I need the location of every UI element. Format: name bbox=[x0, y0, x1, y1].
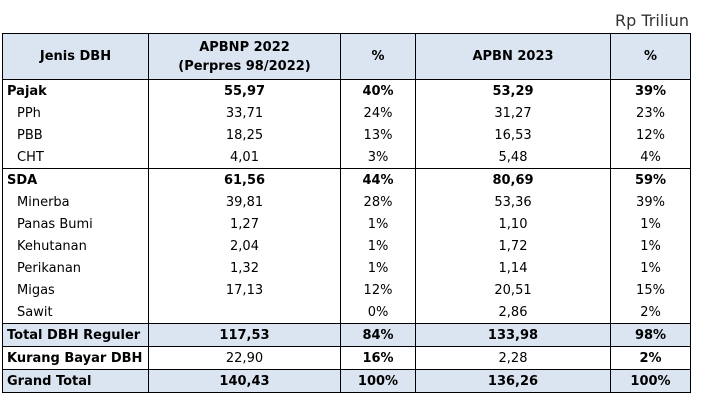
value-cell: 1,10 bbox=[415, 213, 611, 235]
row-label: Pajak bbox=[2, 79, 149, 102]
value-cell: 1% bbox=[340, 235, 416, 257]
table-row: Kehutanan 2,04 1% 1,72 1% bbox=[2, 235, 691, 257]
table-row: Grand Total 140,43 100% 136,26 100% bbox=[2, 369, 691, 393]
value-cell: 1% bbox=[340, 213, 416, 235]
value-cell: 23% bbox=[610, 102, 691, 124]
value-cell: 100% bbox=[340, 369, 416, 393]
value-cell: 16% bbox=[340, 346, 416, 370]
table-row: Kurang Bayar DBH 22,90 16% 2,28 2% bbox=[2, 346, 691, 370]
value-cell: 31,27 bbox=[415, 102, 611, 124]
value-cell: 1% bbox=[610, 257, 691, 279]
table-row: Migas 17,13 12% 20,51 15% bbox=[2, 279, 691, 301]
table-row: Total DBH Reguler 117,53 84% 133,98 98% bbox=[2, 323, 691, 347]
value-cell: 2,04 bbox=[148, 235, 341, 257]
row-label: PPh bbox=[2, 102, 149, 124]
value-cell: 2,28 bbox=[415, 346, 611, 370]
row-label: Migas bbox=[2, 279, 149, 301]
unit-note: Rp Triliun bbox=[615, 11, 689, 30]
value-cell: 2% bbox=[610, 301, 691, 324]
value-cell: 12% bbox=[340, 279, 416, 301]
value-cell: 1% bbox=[610, 213, 691, 235]
header-cell: Jenis DBH bbox=[2, 33, 149, 80]
value-cell: 2,86 bbox=[415, 301, 611, 324]
value-cell: 22,90 bbox=[148, 346, 341, 370]
value-cell: 4% bbox=[610, 146, 691, 169]
header-cell: % bbox=[340, 33, 416, 80]
row-label: SDA bbox=[2, 168, 149, 191]
value-cell: 12% bbox=[610, 124, 691, 146]
value-cell: 1,14 bbox=[415, 257, 611, 279]
table-row: Perikanan 1,32 1% 1,14 1% bbox=[2, 257, 691, 279]
row-label: Sawit bbox=[2, 301, 149, 324]
value-cell: 39,81 bbox=[148, 191, 341, 213]
value-cell: 40% bbox=[340, 79, 416, 102]
row-label: Total DBH Reguler bbox=[2, 323, 149, 347]
row-label: Minerba bbox=[2, 191, 149, 213]
empty-cell bbox=[148, 301, 341, 324]
table-row: Panas Bumi 1,27 1% 1,10 1% bbox=[2, 213, 691, 235]
value-cell: 117,53 bbox=[148, 323, 341, 347]
value-cell: 1,27 bbox=[148, 213, 341, 235]
table-row: Sawit 0% 2,86 2% bbox=[2, 301, 691, 324]
row-label: CHT bbox=[2, 146, 149, 169]
table-row: SDA 61,56 44% 80,69 59% bbox=[2, 168, 691, 191]
value-cell: 39% bbox=[610, 191, 691, 213]
value-cell: 1% bbox=[610, 235, 691, 257]
value-cell: 28% bbox=[340, 191, 416, 213]
value-cell: 2% bbox=[610, 346, 691, 370]
value-cell: 59% bbox=[610, 168, 691, 191]
table-row: PBB 18,25 13% 16,53 12% bbox=[2, 124, 691, 146]
header-cell: APBNP 2022 (Perpres 98/2022) bbox=[148, 33, 341, 80]
value-cell: 80,69 bbox=[415, 168, 611, 191]
value-cell: 53,29 bbox=[415, 79, 611, 102]
row-label: Perikanan bbox=[2, 257, 149, 279]
header-cell: APBN 2023 bbox=[415, 33, 611, 80]
value-cell: 140,43 bbox=[148, 369, 341, 393]
value-cell: 5,48 bbox=[415, 146, 611, 169]
value-cell: 15% bbox=[610, 279, 691, 301]
row-label: Kurang Bayar DBH bbox=[2, 346, 149, 370]
value-cell: 55,97 bbox=[148, 79, 341, 102]
value-cell: 133,98 bbox=[415, 323, 611, 347]
value-cell: 4,01 bbox=[148, 146, 341, 169]
value-cell: 1,72 bbox=[415, 235, 611, 257]
header-cell: % bbox=[610, 33, 691, 80]
header-row: Jenis DBH APBNP 2022 (Perpres 98/2022)% AP… bbox=[2, 33, 691, 80]
value-cell: 3% bbox=[340, 146, 416, 169]
row-label: PBB bbox=[2, 124, 149, 146]
value-cell: 1,32 bbox=[148, 257, 341, 279]
value-cell: 84% bbox=[340, 323, 416, 347]
table-row: Minerba 39,81 28% 53,36 39% bbox=[2, 191, 691, 213]
value-cell: 136,26 bbox=[415, 369, 611, 393]
row-label: Kehutanan bbox=[2, 235, 149, 257]
row-label: Grand Total bbox=[2, 369, 149, 393]
value-cell: 44% bbox=[340, 168, 416, 191]
dbh-table: Jenis DBH APBNP 2022 (Perpres 98/2022)% AP… bbox=[2, 33, 691, 393]
value-cell: 98% bbox=[610, 323, 691, 347]
value-cell: 100% bbox=[610, 369, 691, 393]
value-cell: 18,25 bbox=[148, 124, 341, 146]
value-cell: 33,71 bbox=[148, 102, 341, 124]
value-cell: 53,36 bbox=[415, 191, 611, 213]
table-row: PPh 33,71 24% 31,27 23% bbox=[2, 102, 691, 124]
value-cell: 1% bbox=[340, 257, 416, 279]
value-cell: 61,56 bbox=[148, 168, 341, 191]
value-cell: 16,53 bbox=[415, 124, 611, 146]
value-cell: 13% bbox=[340, 124, 416, 146]
value-cell: 39% bbox=[610, 79, 691, 102]
table-row: CHT 4,01 3% 5,48 4% bbox=[2, 146, 691, 169]
value-cell: 17,13 bbox=[148, 279, 341, 301]
table-row: Pajak 55,97 40% 53,29 39% bbox=[2, 79, 691, 102]
value-cell: 20,51 bbox=[415, 279, 611, 301]
value-cell: 0% bbox=[340, 301, 416, 324]
value-cell: 24% bbox=[340, 102, 416, 124]
row-label: Panas Bumi bbox=[2, 213, 149, 235]
